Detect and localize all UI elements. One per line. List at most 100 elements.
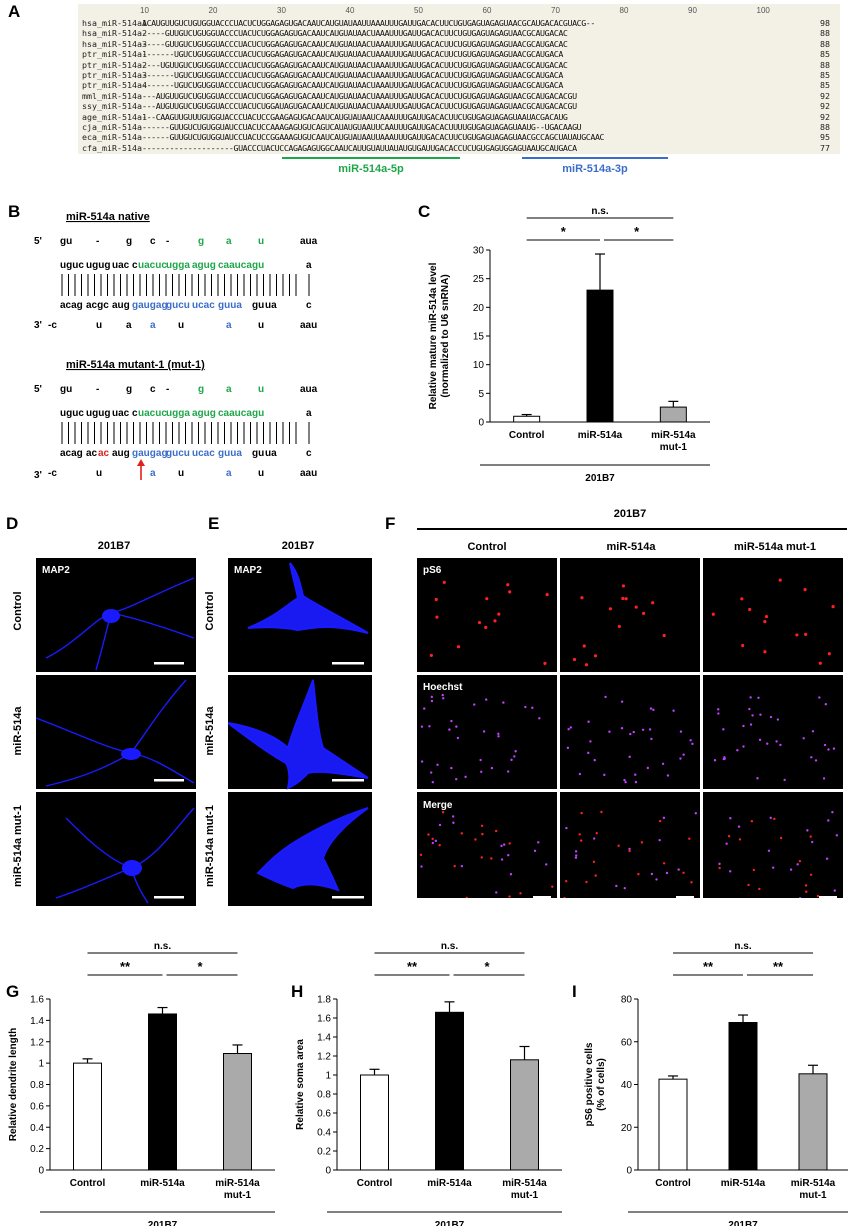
scale-bar (819, 896, 837, 898)
cell-dot (677, 868, 680, 871)
alignment-row: age_miR-514a1 ---CAAGUUGUUUGUGGUACCCUACUC… (82, 112, 842, 122)
y-tick-label: 0.4 (317, 1128, 331, 1139)
cell-dot (666, 774, 670, 777)
alignment-row-length: 92 (820, 101, 830, 112)
sig-label: * (561, 224, 567, 239)
hairpin-native-3prime: 3' (34, 320, 42, 331)
cell-dot (420, 725, 424, 728)
cell-dot (497, 735, 500, 738)
hairpin-paired-nt: gu (252, 300, 264, 311)
cell-dot (419, 853, 423, 857)
cell-dot (473, 703, 476, 706)
cell-dot (818, 696, 821, 699)
cell-dot (809, 835, 812, 838)
cell-dot (818, 661, 822, 665)
panel-e-row-label-2: miR-514a (204, 706, 216, 756)
cell-dot (490, 857, 493, 860)
y-tick-label: 1.2 (30, 1037, 44, 1048)
cell-dot (582, 644, 586, 648)
hairpin-paired-nt: gaugag (132, 448, 168, 459)
y-tick-label: 1 (325, 1071, 331, 1082)
cell-dot (832, 747, 836, 750)
cell-dot (480, 770, 483, 773)
cell-dot (617, 624, 621, 629)
panel-f-images: pS6 (417, 558, 843, 898)
hairpin-paired-nt: acgc (86, 300, 109, 311)
hairpin-paired-nt: ac (86, 448, 98, 459)
hairpin-paired-nt: uguc (60, 408, 84, 419)
cell-dot (500, 844, 503, 848)
cell-dot (593, 654, 598, 658)
alignment-row-name: cja_miR-514a (82, 122, 142, 132)
y-tick-label: 0.6 (317, 1109, 331, 1120)
x-tick-label: miR-514a (721, 1178, 766, 1189)
cell-dot (641, 611, 646, 615)
hairpin-paired-nt: a (306, 408, 312, 419)
cell-dot (648, 728, 652, 731)
cell-dot (617, 844, 620, 847)
cell-dot (477, 620, 482, 625)
hairpin-loop-nt: a (150, 320, 156, 331)
cell-dot (474, 838, 477, 841)
cell-dot (435, 615, 439, 619)
hairpin-loop-nt: u (258, 384, 264, 395)
panel-letter-h: H (291, 982, 304, 1001)
x-tick-label: Control (357, 1178, 393, 1189)
cell-dot (514, 750, 517, 753)
cell-dot (595, 831, 598, 835)
cell-dot (624, 597, 628, 601)
x-tick-label: Control (509, 430, 545, 441)
alignment-row-sequence: --------------------GUACCCUACUCCAGAGAGUG… (142, 142, 577, 153)
cell-dot (835, 834, 839, 837)
cell-dot (672, 709, 675, 712)
cell-dot (580, 811, 583, 815)
sig-label: n.s. (154, 941, 171, 952)
cell-dot (637, 872, 640, 876)
hairpin-loop-nt: c (150, 236, 156, 247)
cell-dot (827, 819, 830, 822)
cell-dot (749, 723, 753, 726)
cell-dot (628, 849, 631, 853)
bar (148, 1013, 177, 1171)
panel-c: C 0 5 10 15 20 25 30 Relative mature miR-514a l… (410, 200, 858, 500)
hairpin-loop-nt: aau (300, 468, 317, 479)
micrograph-tile (703, 792, 843, 898)
cell-dot (587, 720, 590, 723)
cell-dot (420, 760, 424, 763)
label-3p: miR-514a-3p (562, 163, 628, 175)
cell-dot (805, 890, 808, 893)
cell-dot (621, 584, 626, 588)
panel-e-row-label-3: miR-514a mut-1 (204, 805, 216, 887)
cell-dot (569, 726, 573, 729)
hairpin-loop-nt: u (258, 236, 264, 247)
alignment-row-length: 85 (820, 80, 830, 91)
cell-dot (655, 878, 658, 881)
x-tick-label: mut-1 (511, 1190, 539, 1201)
cell-dot (682, 753, 685, 756)
cell-dot (718, 866, 721, 870)
alignment-row: cja_miR-514a ------GUUGUCUGUGGUAUCCUACUCC… (82, 122, 842, 132)
cell-dot (506, 583, 510, 587)
hairpin-paired-nt: uacuc (138, 260, 167, 271)
cell-dot (688, 837, 691, 840)
alignment-row-sequence: ------GUUGUCUGUGGUAUCCUACUCCAAAGAGUGUCAG… (142, 122, 582, 132)
cell-dot (464, 775, 467, 779)
cell-dot (771, 866, 775, 869)
cell-dot (632, 730, 635, 734)
bar (659, 406, 687, 423)
cell-dot (717, 708, 720, 711)
cell-dot (615, 884, 618, 888)
cell-dot (431, 837, 434, 841)
cell-dot (824, 703, 828, 706)
cell-dot (651, 601, 655, 605)
hairpin-paired-nt: agug (192, 408, 216, 419)
hairpin-native-title: miR-514a native (66, 211, 150, 223)
hairpin-mutant-title: miR-514a mutant-1 (mut-1) (66, 359, 205, 371)
cell-dot (810, 756, 813, 759)
cell-dot (537, 841, 540, 844)
cell-dot (833, 889, 836, 892)
cell-dot (713, 759, 717, 762)
cell-dot (578, 833, 581, 836)
alignment-row: hsa_miR-514a1 ACAUGUUGUCUGUGGUACCCUACUCUG… (82, 18, 842, 28)
panel-letter-g: G (6, 982, 20, 1001)
